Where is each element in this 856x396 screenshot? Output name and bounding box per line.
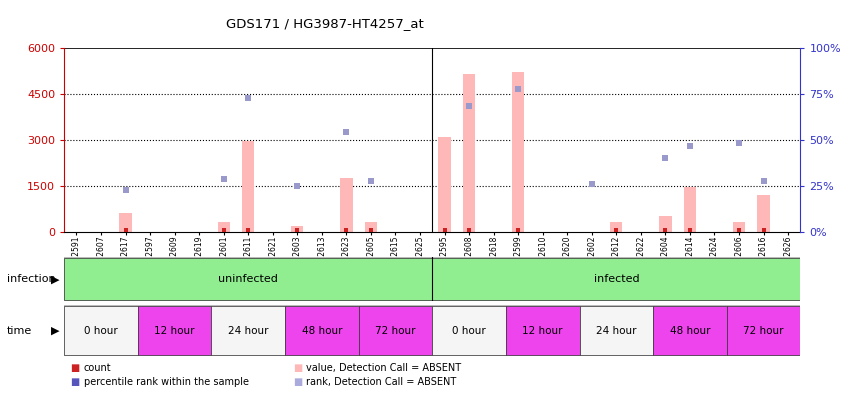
Bar <box>242 141 254 232</box>
Text: 72 hour: 72 hour <box>375 326 416 336</box>
Bar <box>365 223 377 232</box>
Text: value, Detection Call = ABSENT: value, Detection Call = ABSENT <box>306 363 461 373</box>
Bar <box>119 213 132 232</box>
Text: 48 hour: 48 hour <box>301 326 342 336</box>
Bar <box>659 216 671 232</box>
Bar <box>684 187 696 232</box>
Text: count: count <box>84 363 111 373</box>
Bar <box>512 72 524 232</box>
Text: ■: ■ <box>293 377 302 387</box>
Text: ■: ■ <box>70 363 80 373</box>
Bar <box>506 306 580 355</box>
Text: 24 hour: 24 hour <box>228 326 269 336</box>
Text: infected: infected <box>593 274 639 284</box>
Text: ▶: ▶ <box>51 274 59 284</box>
Text: rank, Detection Call = ABSENT: rank, Detection Call = ABSENT <box>306 377 457 387</box>
Bar <box>64 258 432 300</box>
Text: 12 hour: 12 hour <box>522 326 563 336</box>
Text: infection: infection <box>7 274 56 284</box>
Bar <box>64 306 138 355</box>
Bar <box>211 306 285 355</box>
Text: percentile rank within the sample: percentile rank within the sample <box>84 377 249 387</box>
Bar <box>580 306 653 355</box>
Bar <box>463 74 475 232</box>
Text: 24 hour: 24 hour <box>596 326 637 336</box>
Text: time: time <box>7 326 32 336</box>
Bar <box>432 306 506 355</box>
Bar <box>653 306 727 355</box>
Text: uninfected: uninfected <box>218 274 278 284</box>
Text: 48 hour: 48 hour <box>669 326 710 336</box>
Bar <box>727 306 800 355</box>
Text: 72 hour: 72 hour <box>743 326 784 336</box>
Text: 12 hour: 12 hour <box>154 326 195 336</box>
Text: GDS171 / HG3987-HT4257_at: GDS171 / HG3987-HT4257_at <box>226 17 425 30</box>
Text: ■: ■ <box>70 377 80 387</box>
Text: ■: ■ <box>293 363 302 373</box>
Bar <box>733 223 745 232</box>
Bar <box>285 306 359 355</box>
Text: 0 hour: 0 hour <box>452 326 486 336</box>
Bar <box>438 137 450 232</box>
Bar <box>340 178 353 232</box>
Bar <box>432 258 800 300</box>
Text: 0 hour: 0 hour <box>84 326 118 336</box>
Bar <box>138 306 211 355</box>
Bar <box>217 223 229 232</box>
Bar <box>758 195 770 232</box>
Bar <box>610 223 622 232</box>
Text: ▶: ▶ <box>51 326 59 336</box>
Bar <box>291 225 303 232</box>
Bar <box>359 306 432 355</box>
